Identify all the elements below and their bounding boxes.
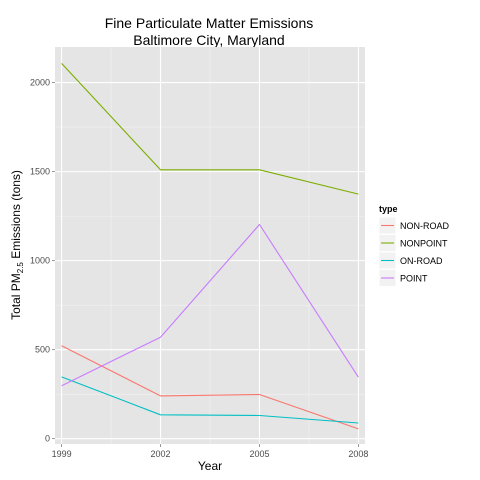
legend-label: NONPOINT	[400, 239, 448, 249]
y-tick-label: 500	[35, 345, 50, 355]
series-lines	[61, 63, 359, 430]
legend-label: NON-ROAD	[400, 221, 449, 231]
legend-title: type	[379, 204, 398, 214]
y-tick-label: 1500	[30, 167, 50, 177]
y-axis-title-prefix: Total PM	[9, 273, 23, 320]
y-tick-label: 1000	[30, 256, 50, 266]
x-tick-label: 1999	[52, 449, 72, 459]
y-axis-title: Total PM2.5 Emissions (tons)	[9, 170, 25, 320]
y-tick-label: 2000	[30, 78, 50, 88]
chart-title-line1: Fine Particulate Matter Emissions	[105, 15, 314, 31]
y-axis-title-subscript: 2.5	[16, 262, 25, 274]
series-line-on-road	[61, 376, 359, 424]
legend: NON-ROAD NONPOINT ON-ROAD POINT	[378, 216, 449, 287]
x-axis-ticks: 1999 2002 2005 2008	[52, 444, 368, 459]
y-axis-ticks: 0 500 1000 1500 2000	[30, 78, 55, 444]
y-axis-title-suffix: Emissions (tons)	[9, 170, 23, 262]
series-line-nonpoint	[61, 63, 359, 195]
legend-label: ON-ROAD	[400, 256, 443, 266]
legend-label: POINT	[400, 274, 428, 284]
x-tick-label: 2002	[151, 449, 171, 459]
x-tick-label: 2008	[348, 449, 368, 459]
series-line-point	[61, 223, 359, 387]
x-tick-label: 2005	[249, 449, 269, 459]
x-axis-title: Year	[198, 459, 222, 473]
grid-lines	[55, 47, 365, 444]
chart-title-line2: Baltimore City, Maryland	[133, 32, 284, 48]
y-tick-label: 0	[45, 434, 50, 444]
series-line-non-road	[61, 345, 359, 430]
